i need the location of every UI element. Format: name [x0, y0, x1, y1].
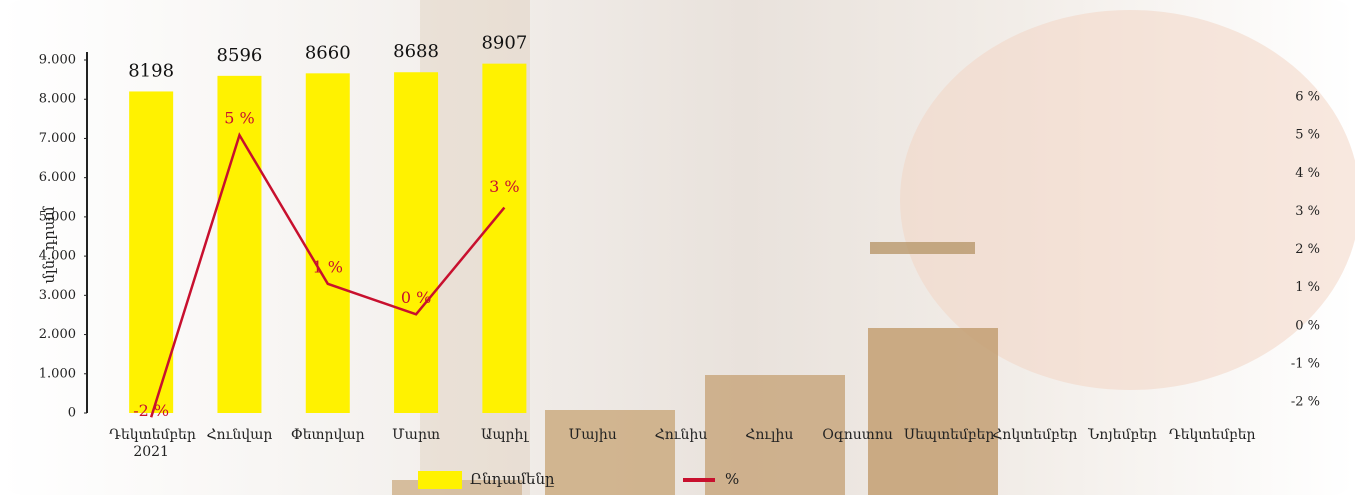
y2-tick-label: 2 % — [1295, 242, 1320, 257]
bar-value-label: 8660 — [305, 42, 351, 63]
y-tick-label: 9.000 — [39, 53, 76, 68]
y-tick-label: 2.000 — [39, 327, 76, 342]
x-tick-label: Դեկտեմբեր 2021 — [109, 427, 196, 460]
y2-tick-label: 0 % — [1295, 318, 1320, 333]
x-tick-label: Օգոստոս — [822, 427, 893, 443]
y2-tick-label: -2 % — [1291, 395, 1320, 410]
y2-tick-label: 5 % — [1295, 128, 1320, 143]
x-tick-label: Մայիս — [568, 427, 617, 443]
x-tick-label: Սեպտեմբեր — [903, 427, 995, 443]
legend-swatch — [418, 471, 462, 489]
bar-value-label: 8907 — [481, 33, 527, 54]
bar — [394, 72, 439, 413]
x-tick-label: Հունվար — [206, 427, 273, 443]
x-tick-label: Փետրվար — [290, 427, 365, 443]
legend-label: % — [725, 470, 739, 488]
y-tick-label: 6.000 — [39, 170, 76, 185]
bar — [482, 63, 527, 413]
background-decor — [392, 0, 1355, 495]
legend-label: Ընդամենը — [470, 470, 555, 488]
line — [149, 132, 506, 418]
x-tick-label: Ապրիլ — [481, 427, 528, 443]
x-tick-label: Մարտ — [392, 427, 440, 443]
y2-tick-label: 6 % — [1295, 90, 1320, 105]
bar-value-label: 8688 — [393, 41, 439, 62]
line-value-label: 0 % — [401, 288, 431, 307]
y2-tick-label: -1 % — [1291, 356, 1320, 371]
y-tick-label: 3.000 — [39, 288, 76, 303]
y-tick-label: 4.000 — [39, 249, 76, 264]
bar-value-label: 8198 — [128, 60, 174, 81]
x-tick-label: Հունիս — [654, 427, 708, 443]
y2-tick-label: 1 % — [1295, 280, 1320, 295]
y-tick-label: 7.000 — [39, 131, 76, 146]
y2-tick-label: 4 % — [1295, 166, 1320, 181]
y-tick-label: 8.000 — [39, 92, 76, 107]
x-tick-label: Հոկտեմբեր — [992, 427, 1078, 443]
x-tick-label: Դեկտեմբեր — [1168, 427, 1256, 443]
x-tick-label: Հուլիս — [745, 427, 794, 443]
y-axis-label: մլն. դրամ — [40, 206, 58, 284]
y2-tick-label: 3 % — [1295, 204, 1320, 219]
bar — [305, 73, 350, 413]
line-value-label: -2 % — [133, 401, 169, 420]
line-value-label: 3 % — [489, 177, 519, 196]
line-value-label: 1 % — [313, 257, 343, 276]
bar — [129, 91, 174, 413]
y-tick-label: 1.000 — [39, 366, 76, 381]
bar — [217, 75, 262, 414]
x-tick-label: Նոյեմբեր — [1088, 427, 1157, 443]
y-tick-label: 5.000 — [39, 209, 76, 224]
line-value-label: 5 % — [224, 109, 254, 128]
bar-value-label: 8596 — [217, 45, 263, 66]
y-tick-label: 0 — [68, 406, 76, 421]
